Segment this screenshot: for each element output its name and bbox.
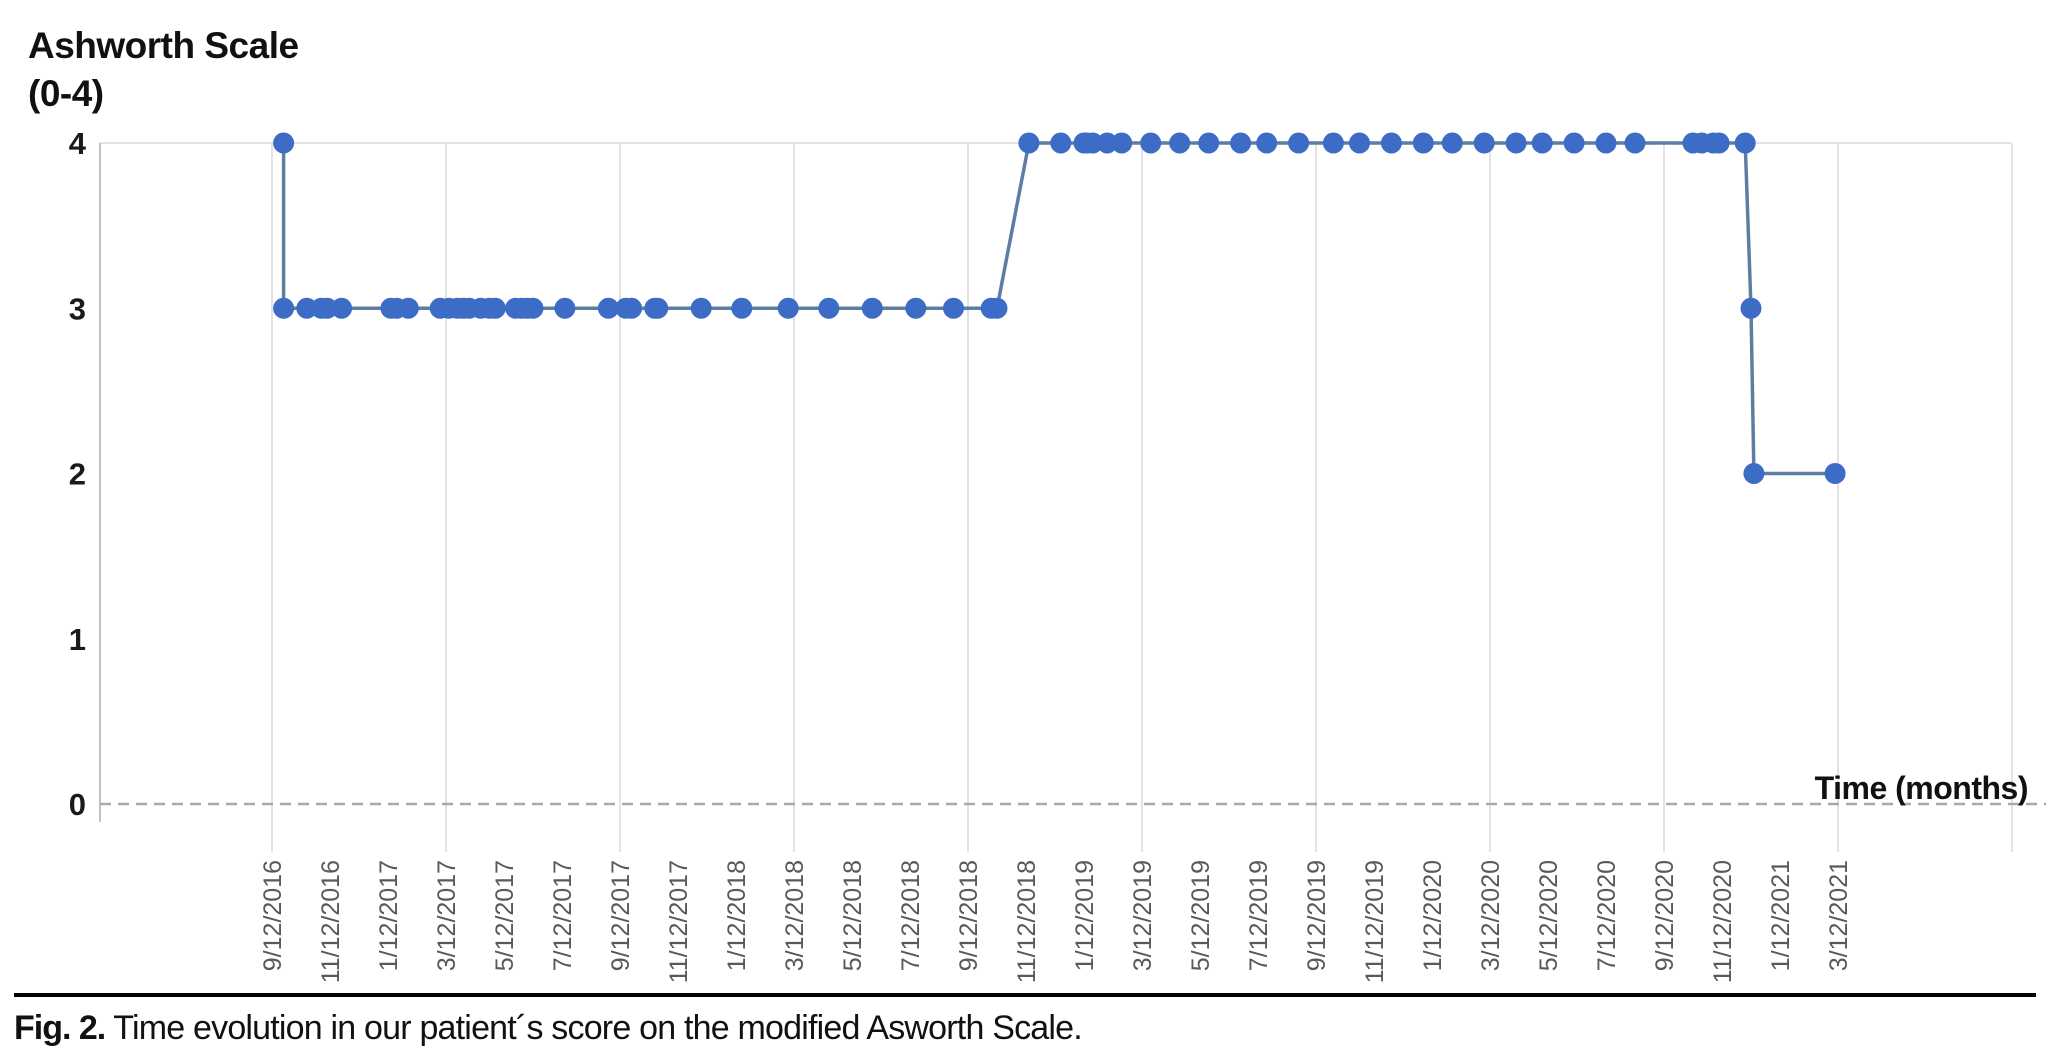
y-tick-label: 1	[69, 622, 86, 657]
data-point	[1050, 132, 1072, 154]
data-point	[731, 297, 753, 319]
data-point	[647, 297, 669, 319]
y-tick-label: 3	[69, 291, 86, 326]
data-point	[331, 297, 353, 319]
data-point	[1380, 132, 1402, 154]
ashworth-scale-chart: 4 3 2 1 0 9/12/2016 11/12/2016 1/12/2017 3/12/20…	[69, 126, 2046, 983]
data-point	[861, 297, 883, 319]
x-tick-label: 9/12/2016	[259, 860, 287, 971]
data-point	[905, 297, 927, 319]
x-tick-label: 3/12/2021	[1825, 860, 1853, 971]
x-tick-label: 5/12/2019	[1187, 860, 1215, 971]
data-point	[777, 297, 799, 319]
data-point	[296, 297, 318, 319]
x-tick-label: 11/12/2017	[665, 860, 693, 983]
x-tick-label: 3/12/2020	[1477, 860, 1505, 971]
x-tick-label: 11/12/2020	[1709, 860, 1737, 983]
data-point	[597, 297, 619, 319]
y-tick-label: 0	[69, 787, 86, 822]
data-point	[316, 297, 338, 319]
x-tick-label: 3/12/2018	[781, 860, 809, 971]
data-point	[1624, 132, 1646, 154]
x-tick-label: 1/12/2020	[1419, 860, 1447, 971]
data-point	[1505, 132, 1527, 154]
data-point	[1708, 132, 1730, 154]
data-point	[1349, 132, 1370, 154]
x-tick-label: 7/12/2018	[897, 860, 925, 971]
data-point	[1322, 132, 1344, 154]
data-point	[1473, 132, 1495, 154]
figure-caption: Fig. 2. Time evolution in our patient´s …	[14, 993, 2036, 1048]
data-point	[554, 297, 576, 319]
x-tick-label: 9/12/2019	[1303, 860, 1331, 971]
x-tick-label: 7/12/2017	[549, 860, 577, 971]
data-point	[1595, 132, 1617, 154]
data-point	[1743, 463, 1765, 484]
data-point	[273, 132, 295, 154]
data-point	[484, 297, 506, 319]
x-tick-label: 9/12/2020	[1651, 860, 1679, 971]
x-tick-label: 5/12/2018	[839, 860, 867, 971]
data-point	[690, 297, 712, 319]
x-tick-label: 7/12/2019	[1245, 860, 1273, 971]
y-axis-title: Ashworth Scale (0-4)	[28, 22, 299, 118]
x-tick-label: 1/12/2018	[723, 860, 751, 971]
data-point	[273, 297, 295, 319]
y-tick-label: 2	[69, 457, 86, 492]
x-axis-title: Time (months)	[1814, 770, 2029, 806]
x-tick-label: 1/12/2019	[1071, 860, 1099, 971]
x-tick-label: 3/12/2017	[433, 860, 461, 971]
x-tick-label: 11/12/2018	[1013, 860, 1041, 983]
data-point	[1563, 132, 1585, 154]
data-point	[1169, 132, 1191, 154]
data-point	[1256, 132, 1278, 154]
x-tick-label: 11/12/2019	[1361, 860, 1389, 983]
y-axis-title-line1: Ashworth Scale	[28, 25, 299, 66]
x-tick-label: 11/12/2016	[317, 860, 345, 983]
y-tick-label: 4	[69, 126, 87, 161]
data-point	[1740, 297, 1762, 319]
x-tick-label: 5/12/2020	[1535, 860, 1563, 971]
figure-chart-area: 4 3 2 1 0 9/12/2016 11/12/2016 1/12/2017 3/12/20…	[28, 22, 2046, 983]
figure-caption-label: Fig. 2.	[14, 1009, 106, 1047]
x-tick-label: 1/12/2021	[1767, 860, 1795, 971]
x-tick-label: 9/12/2017	[607, 860, 635, 971]
data-point	[818, 297, 840, 319]
x-tick-label: 7/12/2020	[1593, 860, 1621, 971]
data-point	[621, 297, 643, 319]
x-tick-label: 5/12/2017	[491, 860, 519, 971]
x-tick-label: 3/12/2019	[1129, 860, 1157, 971]
figure-caption-text: Time evolution in our patient´s score on…	[105, 1009, 1082, 1047]
data-point	[397, 297, 419, 319]
data-point	[1096, 132, 1118, 154]
data-point	[1198, 132, 1220, 154]
data-point	[943, 297, 964, 319]
x-tick-label: 1/12/2017	[375, 860, 403, 971]
data-point	[1288, 132, 1310, 154]
data-point	[1441, 132, 1463, 154]
data-point	[1734, 132, 1756, 154]
x-tick-label: 9/12/2018	[955, 860, 983, 971]
data-point	[1082, 132, 1104, 154]
data-point	[986, 297, 1008, 319]
data-point	[1111, 132, 1133, 154]
y-axis-title-line2: (0-4)	[28, 73, 104, 115]
data-point	[1412, 132, 1434, 154]
data-point	[1531, 132, 1553, 154]
data-point	[1018, 132, 1040, 154]
data-point	[522, 297, 544, 319]
data-point	[1230, 132, 1252, 154]
data-point	[1140, 132, 1162, 154]
data-point	[1824, 463, 1846, 484]
